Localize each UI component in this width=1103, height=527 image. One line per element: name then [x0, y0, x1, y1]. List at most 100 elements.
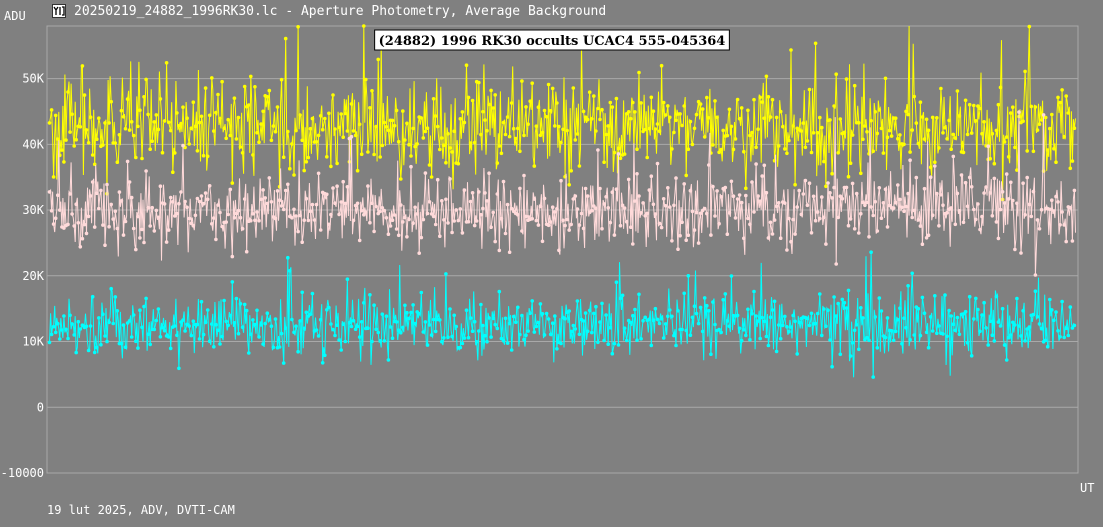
series-point	[672, 130, 676, 135]
series-point	[715, 189, 719, 193]
series-point	[300, 138, 305, 143]
series-point	[362, 24, 366, 28]
series-point	[641, 319, 645, 323]
series-point	[832, 185, 836, 190]
series-point	[840, 196, 845, 201]
series-point	[251, 153, 255, 157]
series-point	[830, 196, 834, 200]
series-point	[1006, 197, 1011, 201]
series-point	[294, 214, 298, 218]
series-point	[368, 106, 372, 110]
series-point	[411, 221, 415, 225]
series-point	[121, 115, 126, 119]
series-point	[694, 210, 699, 215]
series-point	[181, 105, 185, 109]
series-point	[877, 108, 882, 112]
series-point	[247, 103, 251, 107]
series-point	[419, 116, 424, 120]
series-point	[764, 334, 769, 339]
series-point	[760, 174, 764, 178]
series-point	[310, 116, 315, 121]
series-point	[587, 90, 592, 94]
series-point	[674, 176, 678, 180]
series-point	[407, 217, 411, 222]
series-point	[351, 218, 356, 223]
series-point	[468, 199, 473, 204]
series-point	[852, 328, 857, 333]
series-point	[62, 314, 66, 318]
series-point	[655, 317, 660, 322]
series-point	[729, 274, 734, 278]
series-point	[366, 326, 370, 331]
series-point	[115, 309, 120, 313]
series-point	[136, 124, 140, 129]
series-point	[822, 307, 826, 311]
series-point	[1025, 149, 1029, 153]
series-point	[520, 313, 524, 318]
series-point	[273, 129, 278, 134]
series-point	[351, 318, 356, 323]
series-point	[976, 307, 980, 312]
series-point	[629, 225, 633, 229]
series-point	[612, 341, 617, 346]
series-point	[532, 164, 537, 168]
series-point	[616, 343, 621, 347]
series-point	[485, 199, 489, 203]
series-point	[431, 317, 436, 322]
series-point	[789, 48, 793, 52]
series-point	[92, 225, 97, 229]
series-point	[797, 188, 801, 193]
series-point	[327, 222, 331, 227]
series-point	[990, 214, 995, 218]
series-point	[676, 309, 680, 313]
series-point	[191, 100, 196, 104]
series-point	[485, 128, 489, 133]
series-point	[230, 181, 235, 185]
series-point	[737, 116, 742, 121]
series-point	[1013, 247, 1017, 252]
series-point	[199, 299, 204, 304]
series-point	[281, 207, 286, 212]
series-point	[965, 132, 970, 137]
series-point	[972, 317, 976, 321]
series-point	[811, 194, 816, 199]
series-point	[390, 118, 395, 123]
series-point	[719, 147, 723, 152]
series-point	[177, 124, 181, 128]
series-point	[680, 220, 684, 225]
series-point	[1000, 190, 1005, 194]
series-point	[982, 120, 986, 124]
series-point	[345, 277, 350, 282]
series-point	[491, 210, 496, 215]
series-point	[807, 323, 812, 328]
series-point	[1058, 223, 1062, 227]
series-point	[507, 321, 512, 326]
series-point	[259, 323, 263, 327]
series-point	[1029, 214, 1034, 219]
series-point	[1037, 227, 1042, 231]
series-point	[228, 133, 233, 138]
series-point	[922, 311, 927, 316]
series-point	[72, 224, 76, 228]
series-point	[97, 206, 101, 211]
series-point	[349, 324, 354, 329]
series-point	[967, 294, 972, 299]
series-point	[1002, 343, 1007, 347]
series-point	[511, 314, 516, 319]
series-point	[316, 334, 321, 338]
series-point	[160, 150, 165, 155]
series-point	[1070, 159, 1075, 163]
series-point	[454, 324, 459, 329]
series-point	[608, 100, 613, 105]
series-point	[80, 236, 85, 241]
series-point	[399, 177, 403, 181]
series-point	[483, 118, 487, 122]
series-point	[127, 128, 132, 132]
series-point	[629, 116, 633, 121]
series-point	[544, 115, 549, 119]
series-point	[873, 199, 877, 204]
series-point	[602, 202, 606, 206]
series-point	[64, 327, 68, 332]
series-point	[318, 114, 323, 118]
lightcurve-app-icon[interactable]	[52, 4, 66, 18]
